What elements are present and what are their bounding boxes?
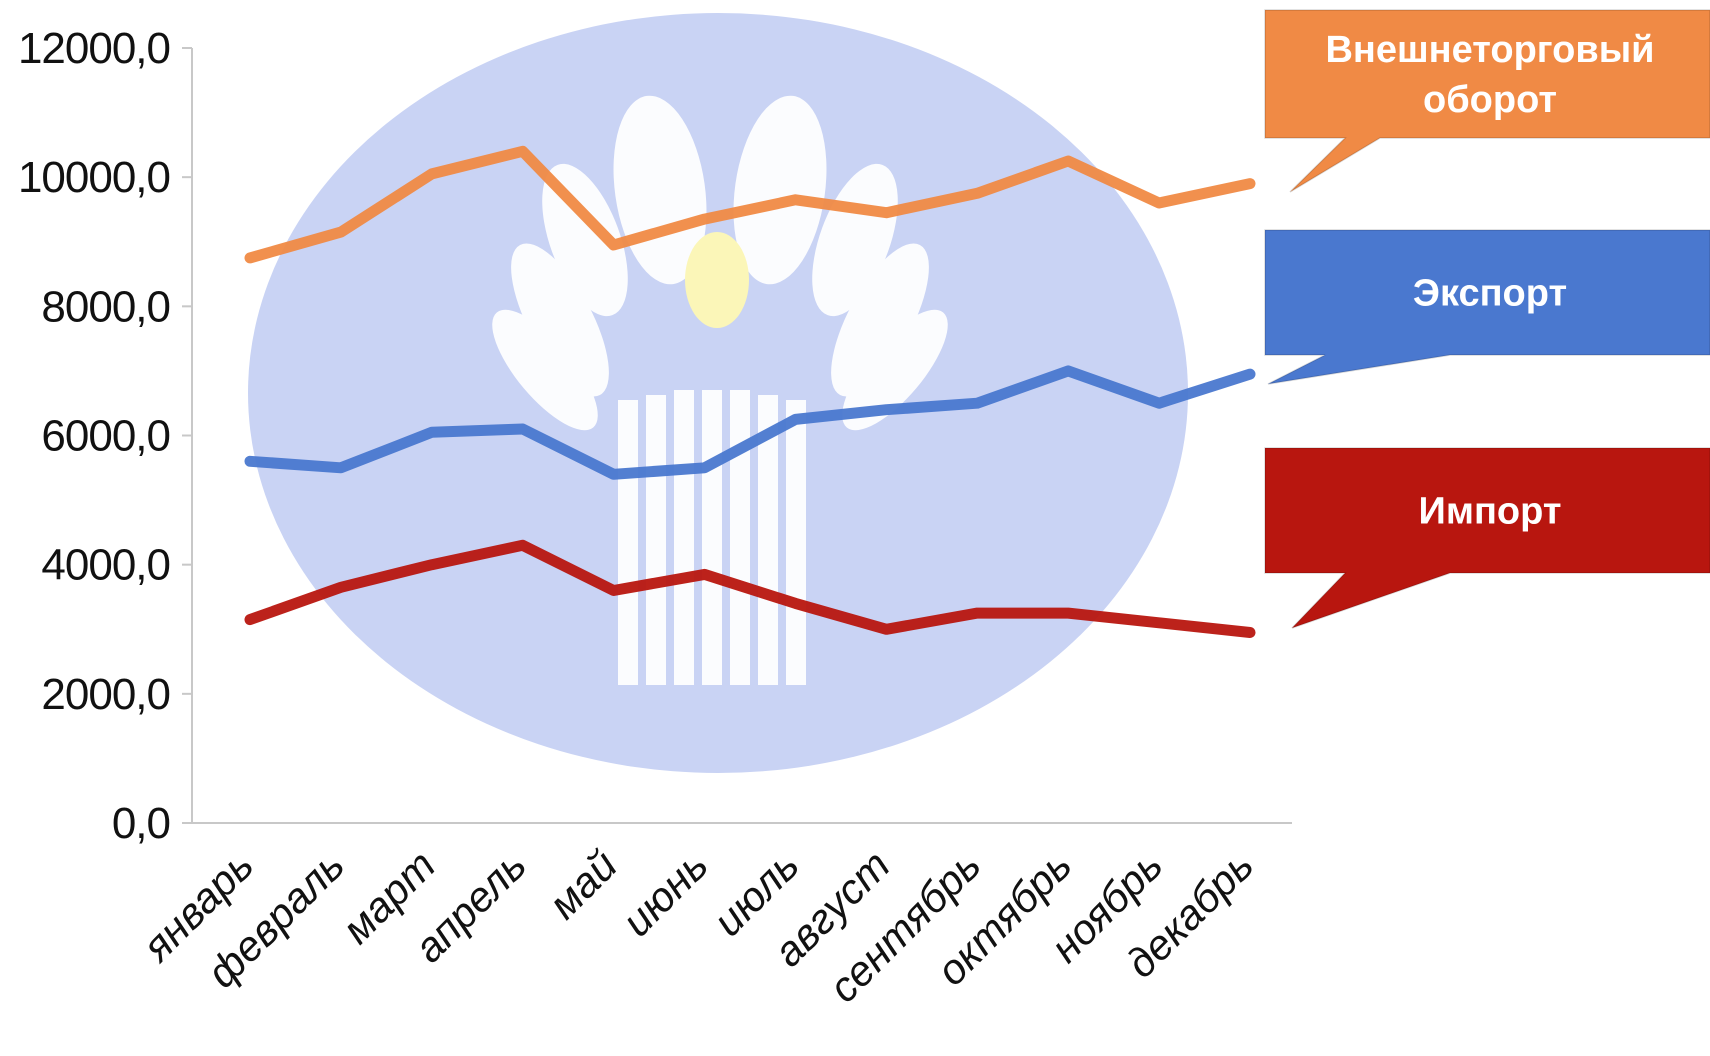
x-tick-label: май <box>539 841 626 928</box>
y-tick-label: 10000,0 <box>18 153 170 202</box>
emblem-sun <box>685 232 749 328</box>
callout-label-import: Импорт <box>1419 491 1562 533</box>
series-line-import <box>244 539 1256 638</box>
y-tick-label: 2000,0 <box>41 670 170 719</box>
emblem-logo <box>248 13 1188 773</box>
callout-label-turnover: Внешнеторговый <box>1325 29 1654 71</box>
callout-shape-turnover <box>1264 9 1710 193</box>
callout-label-turnover: оборот <box>1423 79 1557 121</box>
y-tick-label: 8000,0 <box>41 282 170 331</box>
series-lines <box>244 145 1256 638</box>
y-axis-ticks: 0,0 2000,0 4000,0 6000,0 8000,0 10000,0 12000,… <box>18 24 192 848</box>
callout-export: Экспорт <box>1264 229 1710 385</box>
series-line-turnover <box>244 145 1256 264</box>
callout-shape-import <box>1264 447 1710 629</box>
y-tick-label: 4000,0 <box>41 541 170 590</box>
y-tick-label: 6000,0 <box>41 412 170 461</box>
callout-turnover: Внешнеторговый оборот <box>1264 9 1710 193</box>
callout-shape-export <box>1264 229 1710 385</box>
callout-import: Импорт <box>1264 447 1710 629</box>
legend-callouts: Внешнеторговый оборот Экспорт Импорт <box>1264 9 1710 629</box>
series-line-export <box>244 365 1256 480</box>
y-tick-label: 0,0 <box>112 799 170 848</box>
y-tick-label: 12000,0 <box>18 24 170 73</box>
callout-label-export: Экспорт <box>1413 273 1567 315</box>
x-tick-label: июнь <box>613 841 717 945</box>
